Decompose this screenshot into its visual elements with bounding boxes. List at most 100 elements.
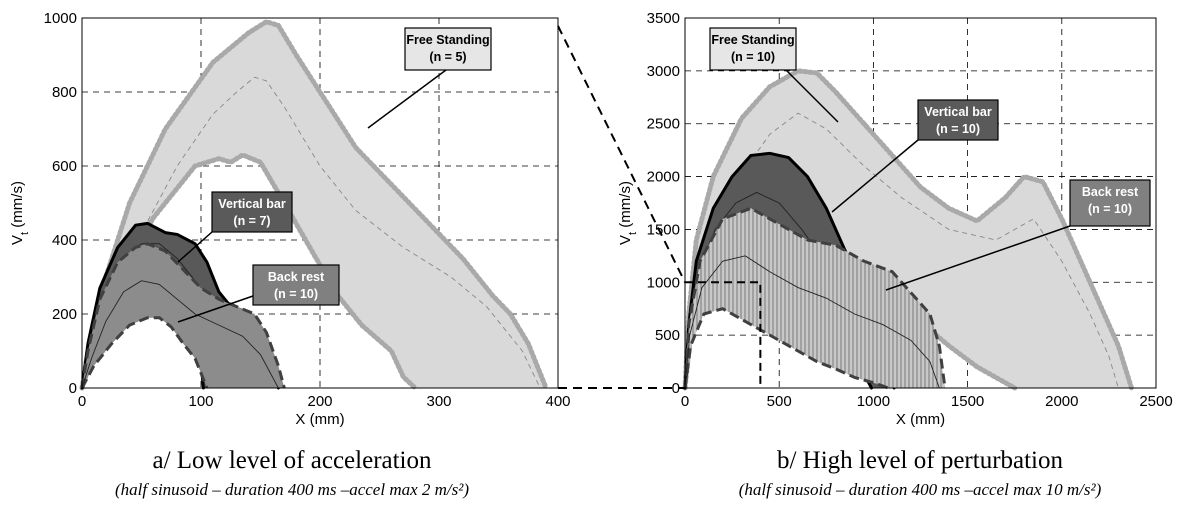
series-mean-line [81, 76, 541, 389]
y-tick-label: 1000 [44, 10, 77, 27]
caption-subtitle-b: (half sinusoid – duration 400 ms –accel … [739, 480, 1102, 499]
y-axis-label-sub: t [19, 232, 31, 235]
callout-box [917, 99, 999, 141]
caption-subtitle-a: (half sinusoid – duration 400 ms –accel … [115, 480, 469, 499]
callout-series-name: Vertical bar [218, 197, 286, 211]
y-tick-label: 1500 [647, 221, 680, 238]
callout-back-rest: Back rest (n = 10) [177, 264, 340, 323]
y-tick-label: 2500 [647, 116, 680, 133]
y-tick-label: 0 [69, 380, 77, 397]
y-tick-label: 600 [52, 158, 77, 175]
callout-free-standing: Free Standing (n = 10) [709, 27, 839, 123]
callout-series-count: (n = 5) [429, 50, 466, 64]
series-upper-bound [80, 242, 286, 389]
callout-series-count: (n = 10) [274, 287, 318, 301]
series-mean-line [81, 280, 279, 389]
zoom-region-box [685, 281, 762, 388]
callout-box [252, 264, 340, 306]
x-tick-label: 0 [681, 393, 689, 410]
y-tick-label: 0 [672, 380, 680, 397]
callout-box [1069, 179, 1151, 227]
tick-labels: 0 500 1000 1500 2000 2500 0 500 1000 1500 2000 2500… [647, 10, 1173, 410]
callout-leader [885, 225, 1071, 291]
x-tick-label: 200 [307, 393, 332, 410]
callout-box [709, 27, 797, 71]
series-band [82, 21, 547, 388]
y-axis-label-unit: (mm/s) [617, 181, 634, 232]
callout-free-standing: Free Standing (n = 5) [367, 27, 492, 129]
x-tick-label: 400 [545, 393, 570, 410]
x-tick-label: 0 [78, 393, 86, 410]
callout-leader [367, 69, 447, 129]
callout-box [404, 27, 492, 71]
callout-leader [177, 295, 254, 323]
callout-series-count: (n = 10) [1088, 202, 1132, 216]
callout-leader [831, 139, 919, 213]
series-mean-line [684, 112, 1119, 389]
y-tick-label: 200 [52, 306, 77, 323]
y-tick-label: 500 [655, 327, 680, 344]
callout-box [211, 191, 293, 233]
callout-vertical-bar: Vertical bar (n = 10) [831, 99, 999, 213]
callout-leader [785, 69, 839, 123]
y-tick-label: 3000 [647, 63, 680, 80]
y-axis-label-unit: (mm/s) [9, 181, 26, 232]
series-back-rest [80, 242, 286, 389]
callout-series-name: Vertical bar [924, 105, 992, 119]
series-upper-bound [682, 68, 1135, 391]
caption-title-a: a/ Low level of acceleration [152, 447, 432, 474]
series-areas [79, 19, 549, 391]
series-callouts: Free Standing (n = 10) Vertical bar (n = 10… [709, 27, 1151, 291]
series-upper-bound [79, 19, 549, 391]
callout-series-count: (n = 10) [936, 122, 980, 136]
series-upper-bound [683, 206, 947, 389]
tick-labels: 0 100 200 300 400 0 200 400 600 800 1000 [44, 10, 571, 410]
x-axis-label: X (mm) [896, 411, 945, 428]
series-band [685, 70, 1132, 388]
y-axis-label-main: V [617, 235, 634, 245]
callout-series-name: Back rest [1082, 185, 1139, 199]
x-tick-label: 300 [426, 393, 451, 410]
caption-title-b: b/ High level of perturbation [777, 447, 1064, 474]
callout-series-name: Free Standing [406, 33, 489, 47]
series-mean-line [684, 255, 940, 389]
x-tick-label: 100 [188, 393, 213, 410]
series-band [685, 208, 945, 388]
y-tick-label: 2000 [647, 169, 680, 186]
chart-panel-b: 0 500 1000 1500 2000 2500 0 500 1000 1500 2000 2500… [617, 10, 1173, 499]
series-band [82, 243, 285, 388]
series-callouts: Free Standing (n = 5) Vertical bar (n = 7) B… [177, 27, 492, 323]
y-axis-label-main: V [9, 235, 26, 245]
zoom-connectors [557, 25, 686, 389]
callout-back-rest: Back rest (n = 10) [885, 179, 1151, 291]
chart-panel-a: 0 100 200 300 400 0 200 400 600 800 1000 Free Stan… [9, 10, 571, 499]
y-axis-label: Vt (mm/s) [9, 181, 31, 245]
x-tick-label: 500 [767, 393, 792, 410]
series-areas [682, 68, 1135, 391]
y-axis-label: Vt (mm/s) [617, 181, 639, 245]
x-tick-label: 2500 [1139, 393, 1172, 410]
y-tick-label: 3500 [647, 10, 680, 27]
y-axis-label-sub: t [627, 232, 639, 235]
y-tick-label: 1000 [647, 274, 680, 291]
y-tick-label: 800 [52, 84, 77, 101]
series-lower-bound [683, 307, 889, 390]
x-tick-label: 2000 [1045, 393, 1078, 410]
callout-series-name: Back rest [268, 270, 325, 284]
series-free-standing [79, 19, 549, 391]
callout-vertical-bar: Vertical bar (n = 7) [177, 191, 293, 263]
zoom-connector-line [557, 25, 686, 283]
x-tick-label: 1000 [857, 393, 890, 410]
y-tick-label: 400 [52, 232, 77, 249]
x-tick-label: 1500 [951, 393, 984, 410]
series-lower-bound [80, 316, 209, 389]
callout-series-count: (n = 10) [731, 50, 775, 64]
series-back-rest [683, 206, 947, 390]
plot-frame [684, 17, 1157, 389]
plot-frame [81, 17, 559, 389]
callout-series-count: (n = 7) [233, 214, 270, 228]
callout-series-name: Free Standing [711, 33, 794, 47]
callout-leader [177, 231, 213, 263]
x-axis-label: X (mm) [295, 411, 344, 428]
